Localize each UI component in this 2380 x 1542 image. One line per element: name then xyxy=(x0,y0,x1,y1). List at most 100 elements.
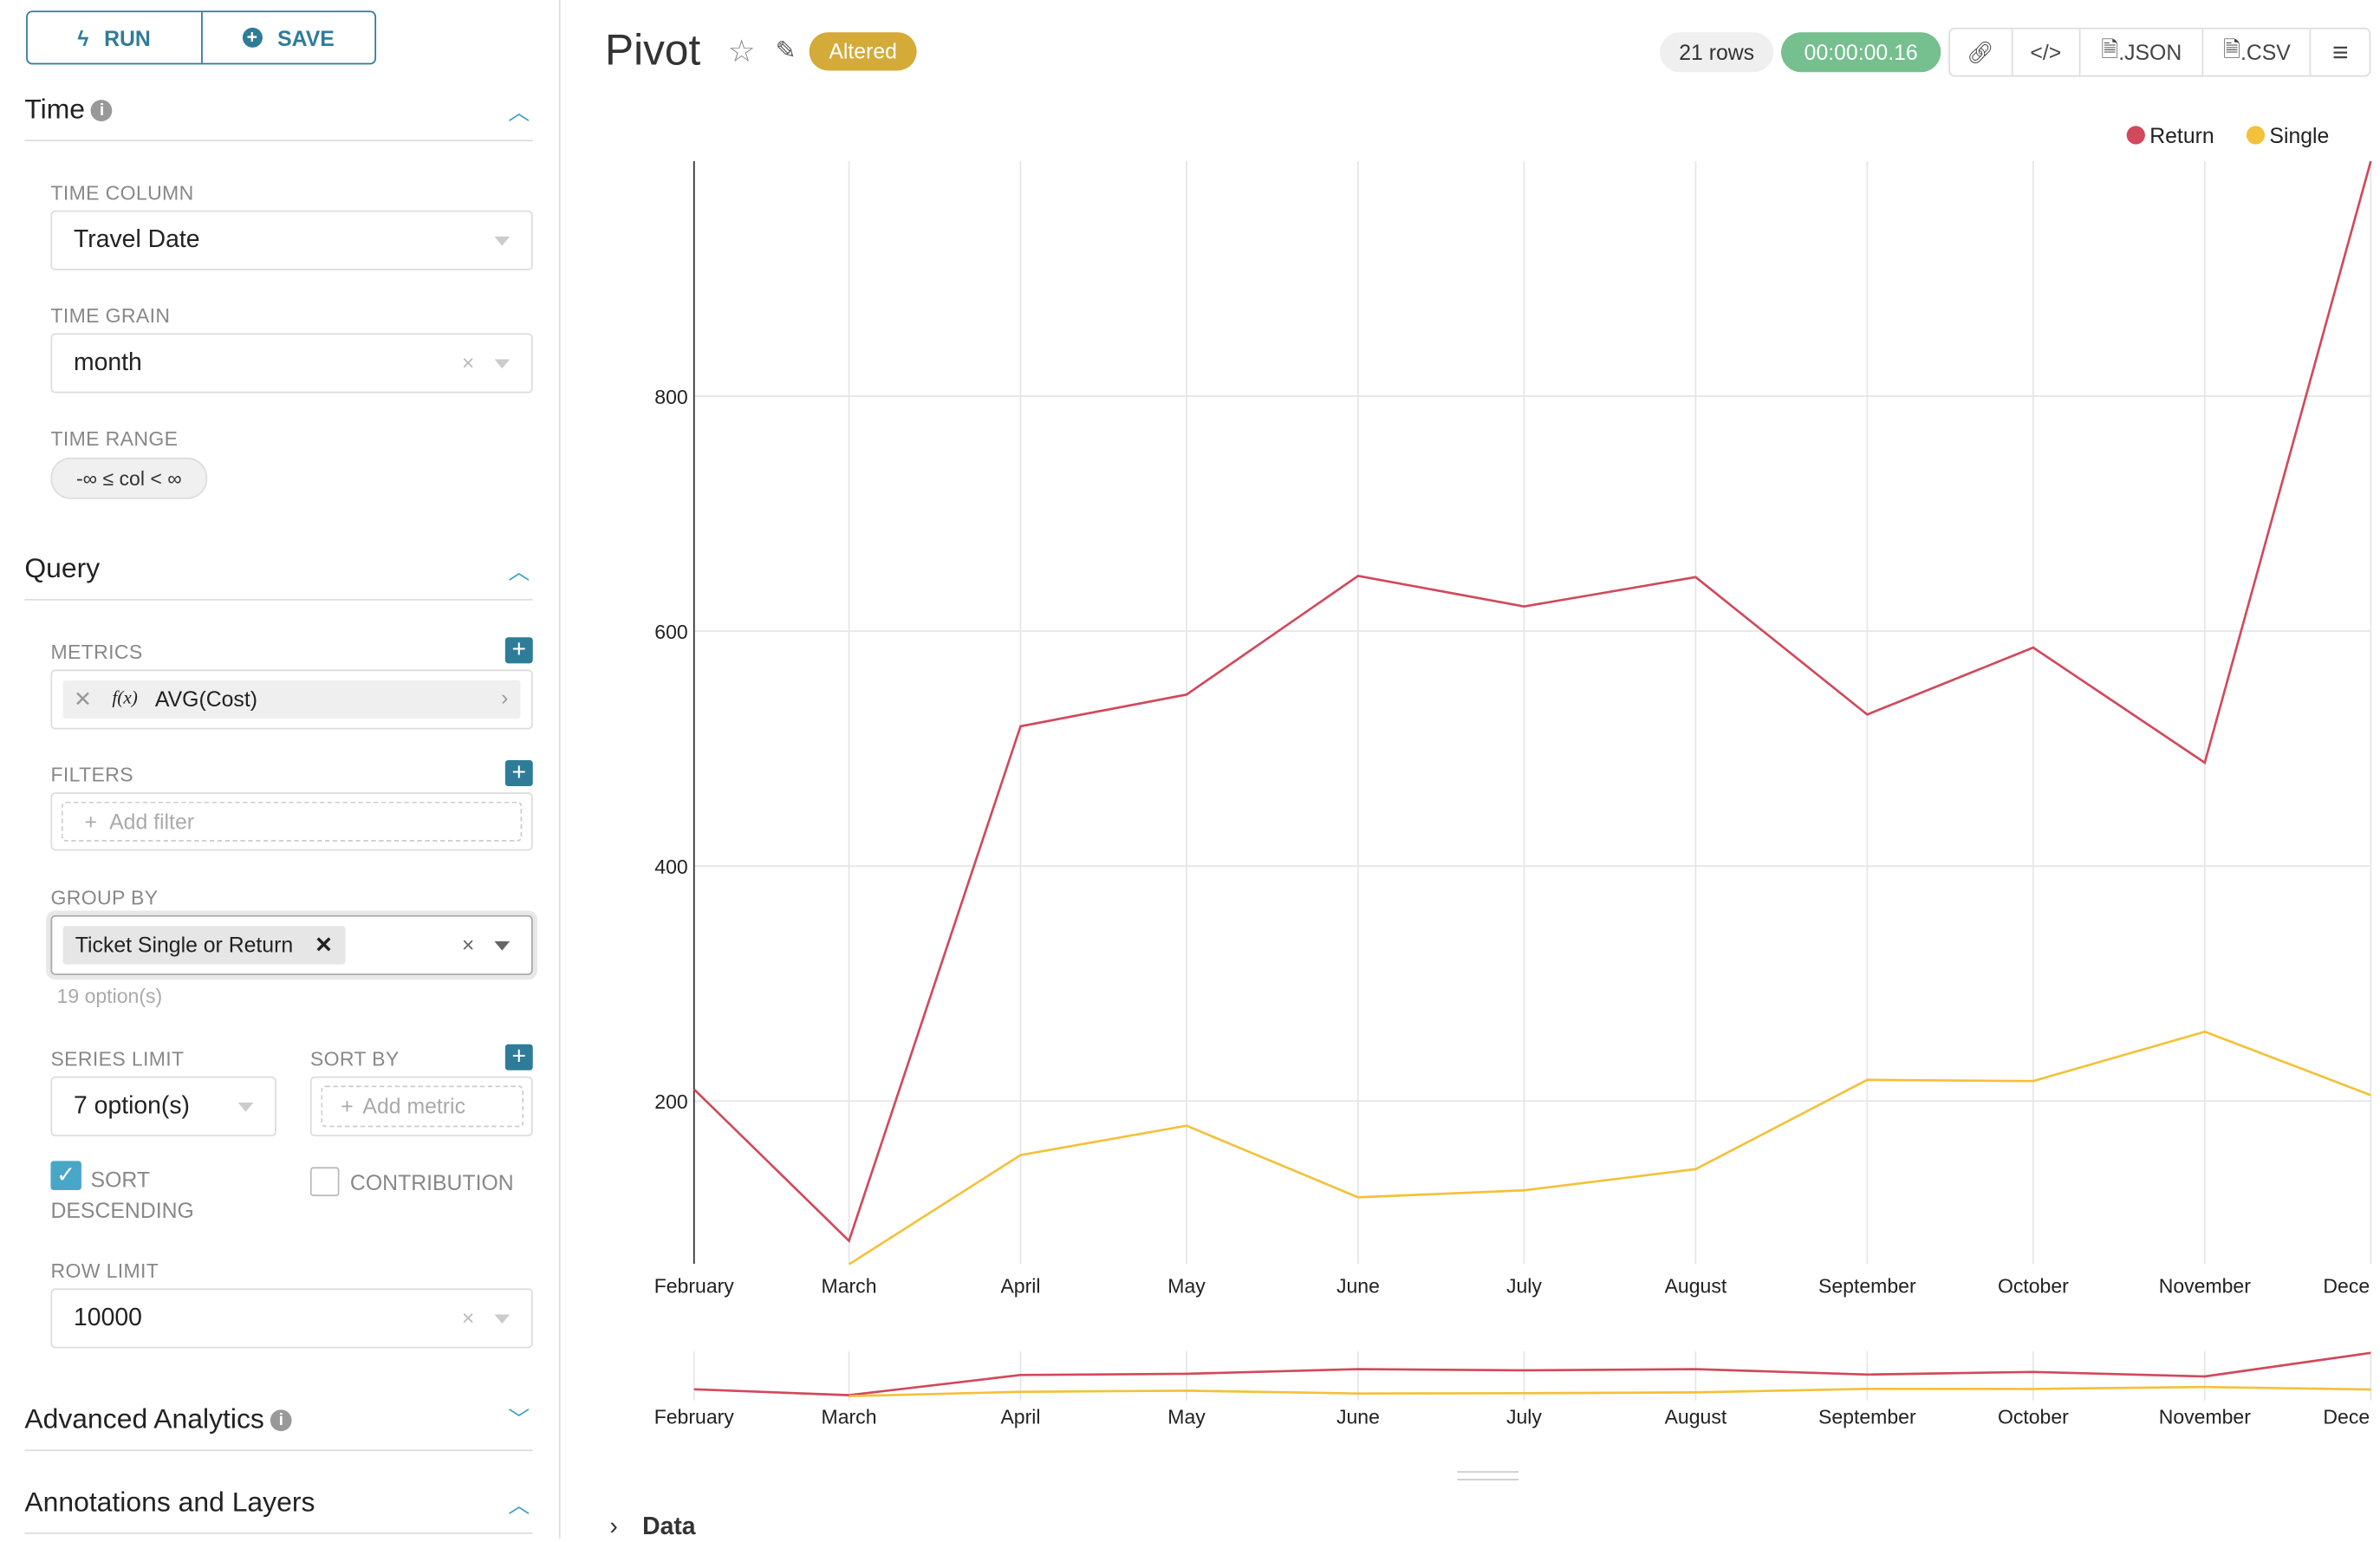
legend-label: Return xyxy=(2149,125,2214,148)
group-by-options-count: 19 option(s) xyxy=(56,984,163,1008)
metrics-field: ✕ f(x) AVG(Cost) › xyxy=(50,669,533,730)
plus-icon: + xyxy=(341,1093,354,1118)
filters-label: FILTERS xyxy=(50,763,133,787)
add-metric-button[interactable]: + xyxy=(504,637,533,664)
add-metric-sort-button[interactable]: + Add metric xyxy=(321,1085,524,1128)
chart-area: Pivot ☆ ✎ Altered 21 rows 00:00:00.16 🔗︎… xyxy=(561,0,2380,1540)
status-badge: Altered xyxy=(809,32,917,71)
sort-descending-label: SORT DESCENDING xyxy=(50,1167,194,1223)
row-limit-label: ROW LIMIT xyxy=(50,1259,159,1283)
series-line-return xyxy=(693,160,2372,1243)
save-button[interactable]: + SAVE xyxy=(200,12,374,63)
sort-by-label: SORT BY xyxy=(309,1047,400,1070)
filters-field: + Add filter xyxy=(50,792,533,851)
export-json-button[interactable]: 🗎︎ .JSON xyxy=(2078,29,2202,75)
brush-line-return xyxy=(693,1351,2371,1396)
caret-down-icon xyxy=(494,940,510,951)
query-timer: 00:00:00.16 xyxy=(1781,32,1941,73)
x-tick-label: April xyxy=(1000,1275,1040,1298)
sort-by-field: + Add metric xyxy=(309,1076,533,1136)
plus-circle-icon: + xyxy=(242,27,263,48)
clear-icon[interactable]: × xyxy=(461,349,475,375)
caret-down-icon xyxy=(494,359,510,369)
series-limit-select[interactable]: 7 option(s) xyxy=(50,1076,276,1136)
legend-swatch-single xyxy=(2246,126,2266,145)
file-text-icon: 🗎︎ xyxy=(2223,36,2240,62)
section-query[interactable]: Query ︿ xyxy=(24,553,533,601)
embed-button[interactable]: </> xyxy=(2011,29,2079,75)
brush-tick-label: May xyxy=(1167,1405,1206,1428)
remove-icon[interactable]: ✕ xyxy=(74,686,92,712)
time-range-pill[interactable]: -∞ ≤ col < ∞ xyxy=(50,457,208,499)
bolt-icon: ϟ xyxy=(77,25,89,50)
export-csv-button[interactable]: 🗎︎ .CSV xyxy=(2201,29,2310,75)
row-limit-select[interactable]: 10000 × xyxy=(50,1288,533,1349)
chevron-up-icon[interactable]: ︿ xyxy=(508,1492,530,1518)
x-tick-label: March xyxy=(822,1275,877,1298)
x-tick-label: February xyxy=(654,1275,735,1298)
x-tick-label: September xyxy=(1818,1275,1916,1298)
menu-button[interactable]: ≡ xyxy=(2310,29,2369,75)
chevron-right-icon[interactable]: › xyxy=(501,685,509,710)
brush-tick-label: September xyxy=(1818,1405,1916,1428)
clear-icon[interactable]: × xyxy=(461,1305,475,1331)
brush-tick-label: August xyxy=(1665,1405,1727,1428)
brush-tick-label: June xyxy=(1336,1405,1380,1428)
contribution-checkbox[interactable] xyxy=(309,1167,340,1197)
y-tick-label: 800 xyxy=(654,386,687,408)
edit-icon[interactable]: ✎ xyxy=(775,38,797,65)
function-icon: f(x) xyxy=(112,686,138,708)
x-tick-label: July xyxy=(1506,1275,1542,1298)
link-button[interactable]: 🔗︎ xyxy=(1950,29,2011,75)
x-tick-label: Dece xyxy=(2323,1275,2370,1298)
section-advanced-analytics[interactable]: Advanced Analytics i ﹀ xyxy=(24,1403,533,1452)
hamburger-icon: ≡ xyxy=(2332,36,2349,68)
group-by-select[interactable]: Ticket Single or Return ✕ × xyxy=(50,914,533,975)
row-count-badge: 21 rows xyxy=(1660,32,1774,73)
resize-handle[interactable] xyxy=(1457,1471,1519,1480)
sort-descending-checkbox[interactable]: ✓ xyxy=(50,1161,81,1190)
y-tick-label: 400 xyxy=(654,856,687,878)
contribution-label: CONTRIBUTION xyxy=(349,1169,514,1195)
run-button[interactable]: ϟ RUN xyxy=(77,25,151,50)
section-annotations[interactable]: Annotations and Layers ︿ xyxy=(24,1487,533,1534)
group-by-label: GROUP BY xyxy=(50,886,159,909)
info-icon[interactable]: i xyxy=(270,1409,292,1432)
brush-tick-label: November xyxy=(2159,1405,2252,1428)
link-icon: 🔗︎ xyxy=(1967,39,1994,64)
time-range-label: TIME RANGE xyxy=(50,426,179,451)
brush-tick-label: October xyxy=(1998,1405,2069,1428)
series-line-single xyxy=(848,1030,2371,1265)
metrics-label: METRICS xyxy=(50,640,143,664)
section-time[interactable]: Time i ︿ xyxy=(24,94,533,141)
caret-down-icon xyxy=(237,1103,254,1112)
x-tick-label: November xyxy=(2159,1275,2252,1298)
chevron-up-icon[interactable]: ︿ xyxy=(508,558,530,584)
caret-down-icon xyxy=(494,1314,510,1324)
star-icon[interactable]: ☆ xyxy=(727,35,756,69)
chevron-up-icon[interactable]: ︿ xyxy=(508,100,530,125)
chevron-down-icon[interactable]: ﹀ xyxy=(508,1406,530,1432)
caret-down-icon xyxy=(494,236,510,246)
add-filter-plus-button[interactable]: + xyxy=(504,759,533,787)
chart-toolbar: 🔗︎ </> 🗎︎ .JSON 🗎︎ .CSV ≡ xyxy=(1948,27,2371,77)
add-sort-button[interactable]: + xyxy=(504,1044,533,1070)
brush-tick-label: July xyxy=(1506,1405,1542,1428)
code-icon: </> xyxy=(2030,40,2062,65)
x-tick-label: October xyxy=(1998,1275,2069,1298)
time-grain-select[interactable]: month × xyxy=(50,333,533,394)
plus-icon: + xyxy=(84,809,97,834)
x-tick-label: June xyxy=(1336,1275,1380,1298)
data-section-toggle[interactable]: › Data xyxy=(609,1513,696,1540)
metric-tag[interactable]: ✕ f(x) AVG(Cost) › xyxy=(62,680,521,719)
info-icon[interactable]: i xyxy=(91,100,113,121)
clear-icon[interactable]: × xyxy=(461,932,475,957)
time-column-select[interactable]: Travel Date xyxy=(50,210,533,270)
brush-line-single xyxy=(849,1385,2371,1398)
brush-tick-label: Dece xyxy=(2323,1405,2370,1428)
file-code-icon: 🗎︎ xyxy=(2101,36,2119,62)
add-filter-button[interactable]: + Add filter xyxy=(61,801,523,842)
remove-icon[interactable]: ✕ xyxy=(314,932,333,957)
brush-tick-label: April xyxy=(1000,1405,1040,1428)
